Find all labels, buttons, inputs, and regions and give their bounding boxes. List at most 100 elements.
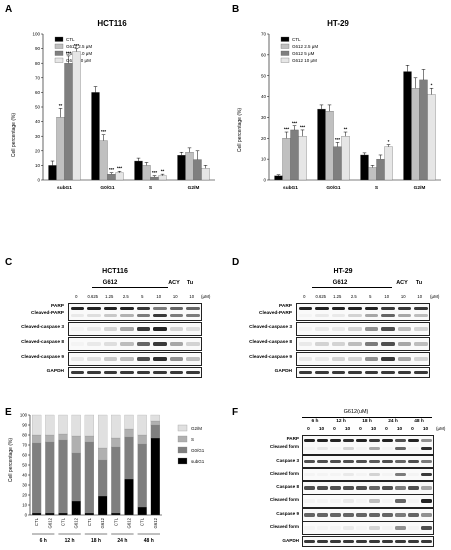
chart-b-ylabel: Cell percentage (%)	[237, 108, 243, 153]
chart-e-ytick-label: 30	[22, 483, 27, 488]
blot-band	[330, 486, 341, 490]
blot-band	[382, 472, 393, 477]
chart-e-legend-swatch	[177, 446, 188, 454]
chartA-significance-mark: ***	[66, 50, 72, 55]
blot-band	[331, 357, 345, 361]
blot-band	[348, 342, 362, 346]
panel-letter-b: B	[232, 4, 240, 15]
chart-e-bar-segment	[97, 447, 108, 461]
blot-c-row-label: Cleaved-caspase 9	[21, 355, 64, 360]
blot-band	[408, 459, 419, 464]
blot-f-row-label: Cleaved form	[269, 524, 299, 529]
blot-band-cleaved	[348, 313, 362, 317]
chart-e-bar-label: G612	[153, 517, 158, 528]
blot-band-cleaved	[169, 313, 183, 317]
blot-f: G612(uM) 6 h 12 h 18 h 24 h 48 h 0 10 0 10 0 10 0 1…	[226, 405, 451, 550]
chart-e-bar-segment	[137, 434, 147, 445]
chart-e-bar-segment	[71, 414, 81, 437]
chart-e-legend: G2/M S G0/G1 subG1	[177, 424, 205, 465]
chartA-significance-mark: **	[161, 169, 165, 174]
chart-e-bar-segment	[137, 506, 147, 516]
blot-band	[395, 459, 406, 464]
blot-band	[356, 439, 367, 443]
blot-band	[317, 539, 328, 544]
chartB-category-label: S	[375, 185, 379, 191]
chart-e-legend-swatch	[177, 424, 188, 432]
chart-a: HCT116 Cell percentage (%) CTL G612 2.5 μ…	[11, 19, 215, 191]
blot-band	[381, 342, 395, 346]
blot-band	[356, 472, 367, 477]
blot-band	[186, 357, 200, 361]
blot-f-time-label: 48 h	[414, 419, 424, 424]
blot-band-cleaved	[153, 313, 167, 317]
chart-e-ytick-label: 70	[22, 443, 27, 448]
blot-band	[343, 439, 354, 443]
chartB-category-label: G2/M	[414, 185, 426, 191]
blot-f-lane-label: 10	[396, 427, 403, 432]
blot-f-membrane	[302, 536, 434, 547]
blot-d-membrane	[296, 367, 430, 378]
blot-band	[87, 307, 101, 310]
blot-band	[103, 327, 117, 331]
chartB-ytick-label: 30	[261, 115, 267, 120]
blot-band	[186, 370, 200, 375]
blot-band	[103, 307, 117, 310]
blot-band-cleaved	[408, 447, 419, 451]
chartB-significance-mark: *	[431, 83, 433, 88]
blot-band	[317, 499, 328, 503]
blot-d-group-line	[312, 287, 392, 288]
chart-e-time-label: 24 h	[117, 538, 127, 544]
chart-a-ylabel: Cell percentage (%)	[11, 113, 17, 158]
chartB-bar	[384, 146, 393, 181]
blot-c-group: G612	[102, 280, 118, 286]
blot-band	[414, 307, 428, 310]
blot-band	[395, 499, 406, 503]
blot-band	[317, 472, 328, 477]
blot-f-membrane	[302, 494, 434, 508]
chartB-legend-swatch	[280, 50, 290, 56]
blot-band	[317, 459, 328, 464]
blot-d-title: HT-29	[333, 268, 353, 275]
blot-band	[186, 327, 200, 331]
blot-band-cleaved	[331, 313, 345, 317]
blot-f-title-line	[302, 417, 432, 418]
blot-band	[381, 327, 395, 331]
chart-b-title: HT-29	[327, 19, 349, 28]
blot-band	[315, 307, 329, 310]
blot-d-group: G612	[332, 280, 348, 286]
blot-band	[408, 499, 419, 503]
blot-band-cleaved	[382, 447, 393, 451]
chart-e-legend-label: G2/M	[191, 426, 202, 431]
blot-f-row-label: Caspase 9	[276, 511, 299, 516]
blot-c-lane-label: 2.5	[122, 294, 129, 299]
blot-band	[103, 342, 117, 346]
blot-band	[369, 439, 380, 443]
blot-band	[343, 499, 354, 503]
chartA-bar	[56, 117, 65, 181]
chart-e-bar-segment	[71, 435, 81, 454]
blot-band	[304, 499, 315, 503]
blot-band-cleaved	[87, 313, 101, 317]
blot-band	[153, 342, 167, 346]
blot-band	[315, 342, 329, 346]
chartA-significance-mark: ***	[109, 167, 115, 172]
chart-e-time-label: 18 h	[91, 538, 101, 544]
blot-band	[356, 513, 367, 517]
blot-band	[304, 486, 315, 490]
blot-c-lane-label: 0	[75, 294, 78, 299]
chart-e-ylabel: Cell percentage (%)	[8, 438, 14, 483]
blot-f-membrane	[302, 435, 434, 455]
blot-band-cleaved	[421, 447, 432, 451]
chartA-bar	[134, 160, 143, 181]
chart-e-legend-label: S	[191, 437, 194, 442]
chartA-bar	[193, 159, 202, 181]
blot-band	[356, 459, 367, 464]
blot-d: HT-29 G612 ACY Tu 0 0.625 1.25 2.5 5 10 10 10 (…	[226, 262, 451, 392]
blot-band	[70, 357, 84, 361]
blot-band	[70, 327, 84, 331]
chart-e-bar-segment	[31, 434, 42, 444]
chartB-bar	[376, 158, 385, 181]
blot-band	[397, 370, 411, 375]
chart-e-ytick-label: 80	[22, 433, 27, 438]
blot-band	[369, 499, 380, 503]
